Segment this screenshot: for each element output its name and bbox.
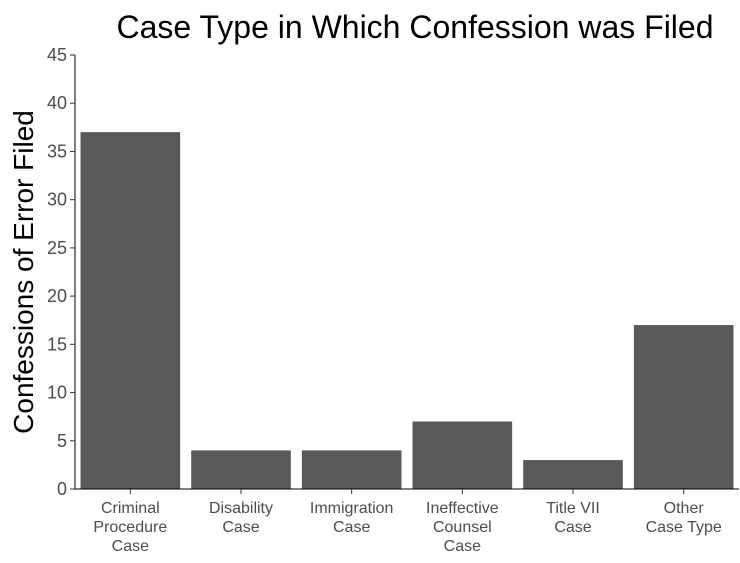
y-tick-label-5: 25: [47, 238, 67, 258]
x-tick-label-3: Ineffective Counsel Case: [426, 500, 499, 555]
y-tick-label-0: 0: [57, 479, 67, 499]
y-axis: 0 5 10 15 20 25 30 35 40 45: [47, 45, 76, 499]
y-tick-label-2: 10: [47, 383, 67, 403]
bar-4: [523, 460, 623, 489]
y-tick-label-3: 15: [47, 334, 67, 354]
bar-1: [191, 450, 291, 489]
y-axis-label: Confessions of Error Filed: [8, 110, 39, 434]
y-tick-label-8: 40: [47, 93, 67, 113]
bar-0: [80, 132, 181, 489]
chart-title: Case Type in Which Confession was Filed: [116, 9, 713, 45]
y-tick-label-6: 30: [47, 190, 67, 210]
bars-group: [80, 132, 734, 489]
x-tick-label-4: Title VII Case: [546, 500, 600, 536]
x-axis: Criminal Procedure Case Disability Case Immig…: [75, 488, 739, 555]
bar-5: [633, 325, 734, 489]
bar-2: [301, 450, 402, 489]
x-tick-label-2: Immigration Case: [310, 500, 394, 536]
y-tick-label-7: 35: [47, 141, 67, 161]
bar-3: [412, 421, 513, 489]
y-tick-label-9: 45: [47, 45, 67, 65]
y-tick-label-4: 20: [47, 286, 67, 306]
x-tick-label-1: Disability Case: [209, 500, 273, 536]
y-tick-label-1: 5: [57, 431, 67, 451]
x-tick-label-5: Other Case Type: [646, 500, 722, 536]
x-tick-label-0: Criminal Procedure Case: [93, 500, 167, 555]
